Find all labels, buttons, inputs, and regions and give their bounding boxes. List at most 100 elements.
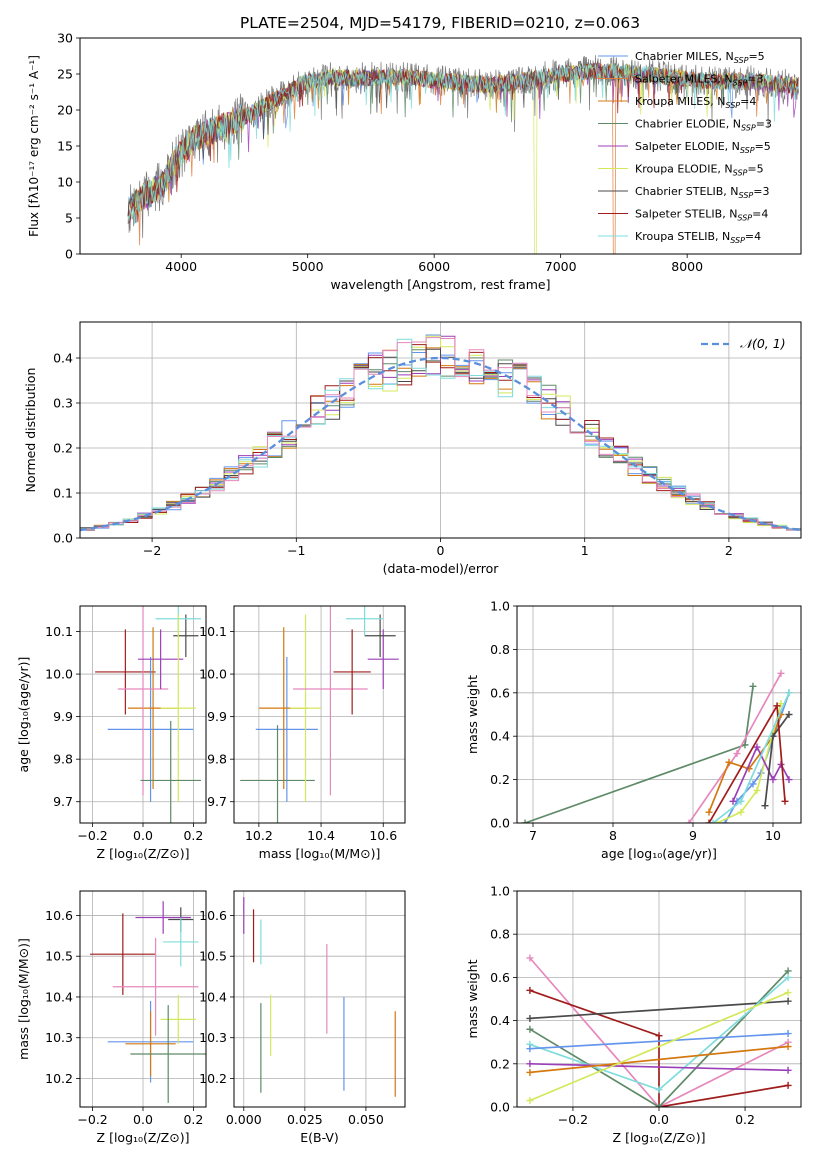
series-marker bbox=[526, 1060, 534, 1068]
x-tick-label: 10.4 bbox=[307, 828, 335, 843]
y-tick-label: 0.0 bbox=[490, 1100, 510, 1115]
ticks: −0.2 0.0 0.2 10.2 10.3 10.4 10.5 10.6 bbox=[45, 908, 203, 1127]
errorbar-point bbox=[160, 614, 196, 802]
y-tick-label: 20 bbox=[57, 103, 73, 118]
series-marker bbox=[729, 797, 737, 805]
series-chabrier-elodie bbox=[526, 967, 792, 1107]
series-marker bbox=[784, 1081, 792, 1089]
series-line bbox=[529, 991, 789, 1102]
series-salpeter-elodie bbox=[526, 1060, 792, 1074]
ticks: −0.2 0.0 0.2 9.7 9.8 9.9 10.0 10.1 bbox=[45, 624, 203, 843]
y-tick-label: 10 bbox=[57, 175, 73, 190]
y-tick-label: 0.0 bbox=[490, 816, 510, 831]
x-tick-label: 10.6 bbox=[369, 828, 397, 843]
series-marker bbox=[526, 1014, 534, 1022]
legend-label: Chabrier MILES, NSSP=5 bbox=[635, 50, 765, 65]
series-marker bbox=[655, 1032, 663, 1040]
x-axis-label: mass [log₁₀(M/M⊙)] bbox=[259, 846, 381, 861]
histogram-pink bbox=[80, 337, 801, 532]
axes-frame bbox=[233, 890, 406, 1108]
errorbar-point bbox=[255, 657, 318, 802]
axes-frame bbox=[516, 605, 802, 824]
legend-label: Kroupa ELODIE, NSSP=5 bbox=[635, 163, 764, 178]
series-line bbox=[716, 703, 782, 823]
series-chabrier-miles bbox=[526, 1030, 792, 1053]
errorbar-point bbox=[364, 614, 396, 658]
series-marker bbox=[761, 802, 769, 810]
y-tick-label: 1.0 bbox=[490, 599, 510, 614]
y-tick-label: 10.6 bbox=[199, 908, 227, 923]
error-bars bbox=[95, 606, 201, 823]
series-chabrier-stelib bbox=[761, 711, 793, 810]
x-tick-label: 10 bbox=[765, 828, 781, 843]
series-marker bbox=[777, 669, 785, 677]
x-tick-label: 9 bbox=[689, 828, 697, 843]
y-axis-label: mass weight bbox=[465, 959, 480, 1038]
errorbar-point bbox=[130, 1005, 206, 1103]
y-tick-label: 15 bbox=[57, 139, 73, 154]
ticks: 7 8 9 10 0.0 0.2 0.4 0.6 0.8 1.0 bbox=[490, 599, 781, 844]
errorbar-point bbox=[140, 720, 201, 823]
series-marker bbox=[705, 808, 713, 816]
y-tick-label: 0 bbox=[65, 247, 73, 262]
x-tick-label: −1 bbox=[287, 543, 305, 558]
y-tick-label: 0.2 bbox=[53, 441, 73, 456]
series-marker bbox=[784, 973, 792, 981]
histogram-kroupa-stelib bbox=[80, 338, 801, 533]
error-bars bbox=[90, 901, 206, 1103]
series-marker bbox=[521, 819, 529, 823]
y-tick-label: 5 bbox=[65, 211, 73, 226]
model-spectrum-kroupa-stelib bbox=[127, 63, 799, 225]
x-tick-label: 8000 bbox=[671, 259, 703, 274]
legend-label: Chabrier STELIB, NSSP=3 bbox=[635, 185, 769, 200]
series-marker bbox=[785, 776, 793, 784]
series-marker bbox=[749, 780, 757, 788]
panel-mass-vs-EBV: 0.000 0.025 0.050 10.2 10.3 10.4 10.5 10.6 E(B-V… bbox=[199, 890, 406, 1145]
legend-label: Kroupa STELIB, NSSP=4 bbox=[635, 230, 761, 245]
y-tick-label: 10.0 bbox=[199, 667, 227, 682]
y-tick-label: 30 bbox=[57, 31, 73, 46]
plot-area bbox=[95, 606, 201, 823]
series-marker bbox=[526, 1025, 534, 1033]
errorbar-point bbox=[135, 901, 191, 934]
panel-mass-vs-Z: −0.2 0.0 0.2 10.2 10.3 10.4 10.5 10.6 Z [log₁₀(Z… bbox=[16, 890, 207, 1145]
y-tick-label: 9.7 bbox=[53, 794, 73, 809]
x-tick-label: 0.050 bbox=[348, 1112, 384, 1127]
axes-frame bbox=[233, 605, 406, 824]
y-tick-label: 9.7 bbox=[207, 794, 227, 809]
series-salpeter-elodie bbox=[729, 743, 793, 805]
series-marker bbox=[526, 1068, 534, 1076]
y-tick-label: 9.8 bbox=[207, 752, 227, 767]
plot-area bbox=[243, 897, 396, 1097]
legend-label: Salpeter STELIB, NSSP=4 bbox=[635, 208, 768, 223]
grid bbox=[80, 891, 206, 1107]
plot-area bbox=[90, 901, 206, 1103]
series-marker bbox=[725, 758, 733, 766]
series-kroupa-miles bbox=[526, 1043, 792, 1076]
y-tick-label: 0.4 bbox=[53, 351, 73, 366]
series-marker bbox=[785, 689, 793, 697]
panel-mass-weight-vs-Z: −0.2 0.0 0.2 0.0 0.2 0.4 0.6 0.8 1.0 Z [log₁₀(Z/Z… bbox=[465, 884, 802, 1145]
ticks: 0.000 0.025 0.050 10.2 10.3 10.4 10.5 10.6 bbox=[199, 908, 384, 1127]
error-bars bbox=[243, 897, 396, 1097]
legend-label: 𝒩(0, 1) bbox=[740, 336, 786, 351]
y-tick-label: 10.2 bbox=[45, 1071, 73, 1086]
errorbar-point bbox=[333, 629, 371, 715]
series-marker bbox=[655, 1086, 663, 1094]
y-tick-label: 0.6 bbox=[490, 685, 510, 700]
series-marker bbox=[526, 986, 534, 994]
y-tick-label: 0.8 bbox=[490, 642, 510, 657]
series-marker bbox=[753, 786, 761, 794]
gaussian-curve bbox=[80, 356, 801, 532]
errorbar-point bbox=[163, 917, 199, 967]
y-tick-label: 9.9 bbox=[207, 709, 227, 724]
series-line bbox=[529, 1000, 789, 1020]
x-tick-label: 4000 bbox=[165, 259, 197, 274]
legend-label: Salpeter ELODIE, NSSP=5 bbox=[635, 140, 771, 155]
series-marker bbox=[655, 1103, 663, 1107]
errorbar-point bbox=[367, 629, 399, 689]
series-marker bbox=[526, 1097, 534, 1105]
figure-title: PLATE=2504, MJD=54179, FIBERID=0210, z=0… bbox=[240, 14, 640, 32]
x-tick-label: −2 bbox=[143, 543, 161, 558]
legend: Chabrier MILES, NSSP=5 Salpeter MILES, NS… bbox=[598, 50, 772, 245]
